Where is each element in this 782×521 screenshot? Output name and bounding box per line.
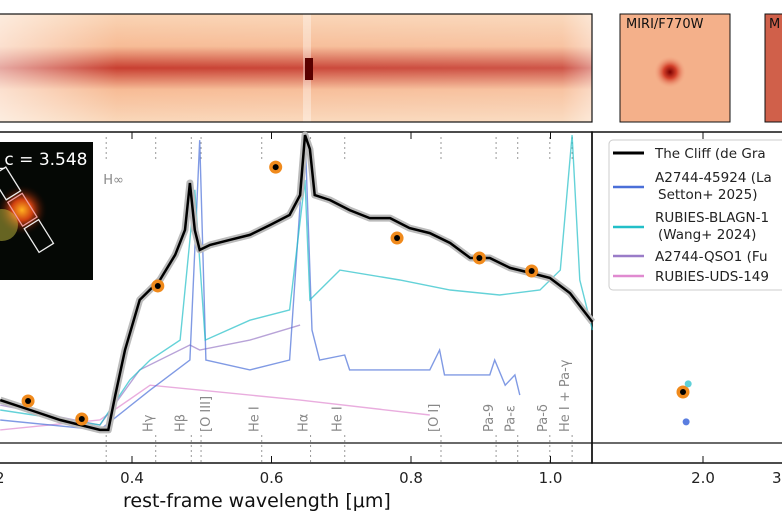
2d-spectrum-panel — [0, 13, 593, 123]
line-label: [O I] — [427, 404, 442, 432]
legend: The Cliff (de Gra A2744-45924 (LaSetton+ … — [608, 139, 782, 291]
line-label: Hγ — [142, 414, 157, 432]
line-label: [O III] — [199, 396, 214, 432]
line-label: H∞ — [103, 173, 124, 188]
line-label: Pa-δ — [536, 404, 551, 432]
photometry-point-center — [528, 268, 535, 275]
photometry-point-center — [25, 398, 32, 405]
photometry-point-center — [78, 416, 85, 423]
x-tick-label: 0.4 — [120, 469, 144, 487]
line-label: Hα — [297, 414, 312, 432]
spectrum-series-2 — [0, 135, 594, 426]
photometry-point-right — [682, 418, 690, 426]
x-tick-label: 1.0 — [539, 469, 563, 487]
x-tick-label-right: 2.0 — [691, 469, 715, 487]
inset-redshift-label: z_c = 3.548 — [0, 150, 88, 170]
x-tick-label: 0.6 — [260, 469, 284, 487]
emission-line-markers: H∞ Hγ Hβ [O III] He I Hα He I [O I] Pa-9 Pa-ε Pa-δ… — [103, 137, 573, 463]
spectrum-series-1 — [0, 131, 521, 431]
photometry-point-center — [679, 388, 686, 395]
line-label: Hβ — [173, 414, 188, 432]
line-label: Pa-9 — [482, 404, 497, 432]
legend-label: The Cliff (de Gra — [654, 146, 766, 162]
second-image-panel: M — [764, 13, 782, 123]
photometry-point-right — [684, 380, 692, 388]
x-tick-label-right: 3 — [772, 469, 782, 487]
line-label: He I — [248, 406, 263, 432]
miri-f770w-image-panel: MIRI/F770W — [619, 13, 731, 123]
panel-label-miri: MIRI/F770W — [626, 17, 704, 32]
inset-image: z_c = 3.548 — [0, 142, 93, 280]
main-axes — [0, 131, 782, 464]
legend-label: (Wang+ 2024) — [658, 227, 756, 243]
legend-label: A2744-45924 (La — [655, 170, 772, 186]
line-label: He I — [331, 406, 346, 432]
line-label: He I + Pa-γ — [558, 359, 573, 432]
x-tick-label-partial: 2 — [0, 469, 5, 487]
line-label: Pa-ε — [504, 405, 519, 432]
x-axis-label: rest-frame wavelength [μm] — [123, 490, 391, 512]
legend-label: Setton+ 2025) — [658, 187, 758, 203]
legend-label: RUBIES-BLAGN-1 — [655, 210, 769, 226]
legend-label: A2744-QSO1 (Fu — [655, 249, 768, 265]
legend-label: RUBIES-UDS-149 — [655, 269, 769, 285]
photometry-point-center — [272, 164, 279, 171]
photometry-point-center — [476, 254, 483, 261]
panel-label-second: M — [769, 17, 780, 32]
photometry-point-center — [154, 282, 161, 289]
x-tick-label: 0.8 — [399, 469, 423, 487]
spectrum-series-0 — [0, 134, 594, 432]
photometry-point-center — [394, 235, 401, 242]
